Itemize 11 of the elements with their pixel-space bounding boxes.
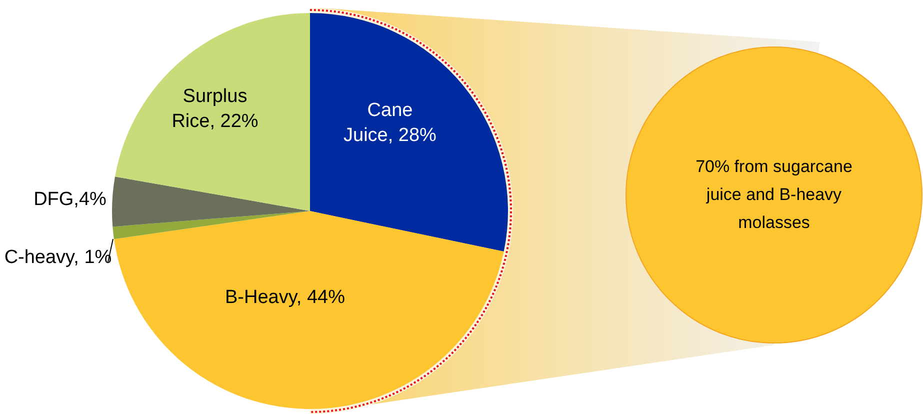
slice-label: Cane Juice, 28% (342, 99, 438, 148)
slice-label: B-Heavy, 44% (224, 286, 346, 310)
pie-slice (112, 176, 310, 227)
slice-label: C-heavy, 1% (3, 246, 113, 270)
text: 70% from sugarcane juice and B-heavy molasses (696, 157, 852, 232)
pie-slice (115, 13, 310, 211)
pie-slice (112, 211, 310, 240)
pie-slice (310, 13, 508, 252)
slice-label: Surplus Rice, 22% (170, 85, 260, 134)
slice-label: DFG,4% (32, 188, 108, 212)
pie-slice (114, 211, 504, 409)
